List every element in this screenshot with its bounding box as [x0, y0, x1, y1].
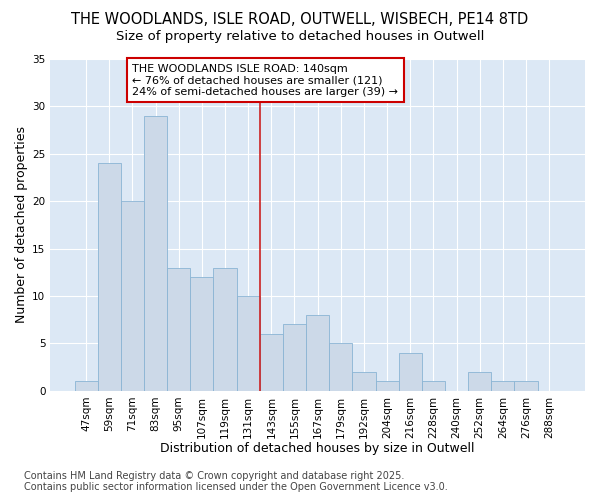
Bar [491, 382, 514, 391]
Text: Size of property relative to detached houses in Outwell: Size of property relative to detached ho… [116, 30, 484, 43]
Bar [398, 353, 422, 391]
Bar [121, 201, 144, 391]
Bar [144, 116, 167, 391]
Bar [352, 372, 376, 391]
Bar [468, 372, 491, 391]
Bar [190, 277, 214, 391]
Bar [422, 382, 445, 391]
Y-axis label: Number of detached properties: Number of detached properties [15, 126, 28, 324]
Text: THE WOODLANDS ISLE ROAD: 140sqm
← 76% of detached houses are smaller (121)
24% o: THE WOODLANDS ISLE ROAD: 140sqm ← 76% of… [133, 64, 398, 97]
Bar [283, 324, 306, 391]
Text: THE WOODLANDS, ISLE ROAD, OUTWELL, WISBECH, PE14 8TD: THE WOODLANDS, ISLE ROAD, OUTWELL, WISBE… [71, 12, 529, 28]
Bar [260, 334, 283, 391]
Bar [167, 268, 190, 391]
Bar [514, 382, 538, 391]
Bar [74, 382, 98, 391]
Bar [306, 315, 329, 391]
Bar [98, 164, 121, 391]
X-axis label: Distribution of detached houses by size in Outwell: Distribution of detached houses by size … [160, 442, 475, 455]
Bar [376, 382, 398, 391]
Bar [236, 296, 260, 391]
Bar [214, 268, 236, 391]
Text: Contains HM Land Registry data © Crown copyright and database right 2025.
Contai: Contains HM Land Registry data © Crown c… [24, 471, 448, 492]
Bar [329, 344, 352, 391]
